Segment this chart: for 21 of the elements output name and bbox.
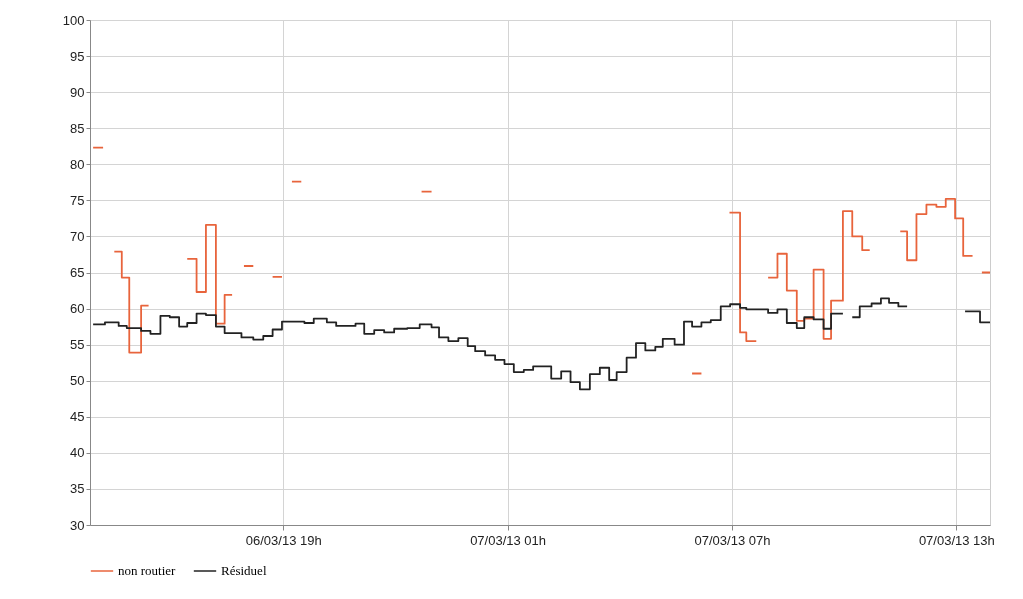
y-tick-label: 50 <box>70 373 85 389</box>
y-tick-label: 45 <box>70 409 85 425</box>
y-tick-label: 70 <box>70 228 85 244</box>
legend-label: non routier <box>118 563 177 578</box>
x-tick-label: 06/03/13 19h <box>245 532 322 548</box>
y-tick-label: 75 <box>70 192 85 208</box>
x-tick-label: 07/03/13 13h <box>918 532 995 548</box>
y-tick-label: 65 <box>70 265 85 280</box>
x-tick-label: 07/03/13 07h <box>694 532 771 548</box>
y-tick-label: 85 <box>70 120 85 136</box>
y-tick-label: 40 <box>70 445 85 461</box>
y-tick-label: 95 <box>70 48 85 64</box>
y-tick-label: 100 <box>62 12 85 28</box>
y-tick-label: 90 <box>70 84 85 100</box>
x-tick-label: 07/03/13 01h <box>470 532 547 548</box>
y-tick-label: 80 <box>70 156 85 172</box>
y-tick-label: 30 <box>70 517 85 533</box>
y-tick-label: 60 <box>70 301 85 317</box>
y-tick-label: 35 <box>70 481 85 497</box>
legend-label: Résiduel <box>221 563 267 578</box>
y-tick-label: 55 <box>70 337 85 353</box>
